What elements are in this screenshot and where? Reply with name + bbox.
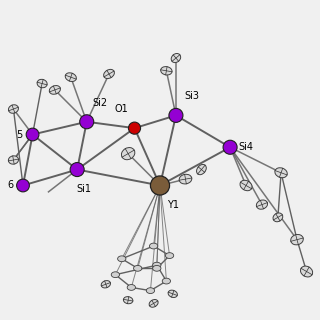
Ellipse shape: [161, 67, 172, 75]
Ellipse shape: [171, 53, 181, 63]
Ellipse shape: [111, 272, 120, 277]
Ellipse shape: [146, 288, 155, 293]
Circle shape: [70, 163, 84, 177]
Text: Si4: Si4: [238, 142, 253, 152]
Ellipse shape: [49, 85, 60, 94]
Circle shape: [223, 140, 237, 154]
Ellipse shape: [153, 265, 161, 271]
Ellipse shape: [196, 164, 206, 175]
Circle shape: [80, 115, 94, 129]
Circle shape: [26, 128, 39, 141]
Ellipse shape: [240, 180, 252, 191]
Text: Si3: Si3: [184, 91, 199, 101]
Ellipse shape: [153, 262, 161, 268]
Ellipse shape: [291, 235, 303, 245]
Text: O1: O1: [115, 104, 129, 114]
Text: Si1: Si1: [76, 184, 91, 194]
Ellipse shape: [133, 265, 142, 271]
Text: Y1: Y1: [167, 200, 179, 210]
Ellipse shape: [273, 213, 283, 222]
Ellipse shape: [149, 243, 158, 249]
Ellipse shape: [65, 73, 76, 82]
Ellipse shape: [121, 148, 135, 160]
Ellipse shape: [275, 168, 287, 178]
Circle shape: [169, 108, 183, 123]
Ellipse shape: [104, 69, 115, 79]
Circle shape: [150, 176, 170, 195]
Circle shape: [17, 179, 29, 192]
Ellipse shape: [179, 174, 192, 184]
Text: 6: 6: [7, 180, 13, 190]
Text: Si2: Si2: [92, 98, 107, 108]
Ellipse shape: [127, 284, 135, 290]
Ellipse shape: [256, 200, 268, 209]
Ellipse shape: [101, 281, 110, 288]
Ellipse shape: [162, 278, 171, 284]
Ellipse shape: [8, 156, 19, 164]
Circle shape: [128, 122, 140, 134]
Ellipse shape: [300, 266, 313, 277]
Ellipse shape: [168, 290, 177, 298]
Ellipse shape: [124, 297, 133, 304]
Ellipse shape: [165, 253, 174, 259]
Ellipse shape: [37, 79, 47, 88]
Ellipse shape: [149, 300, 158, 307]
Text: 5: 5: [17, 130, 23, 140]
Ellipse shape: [118, 256, 126, 262]
Ellipse shape: [8, 105, 19, 113]
